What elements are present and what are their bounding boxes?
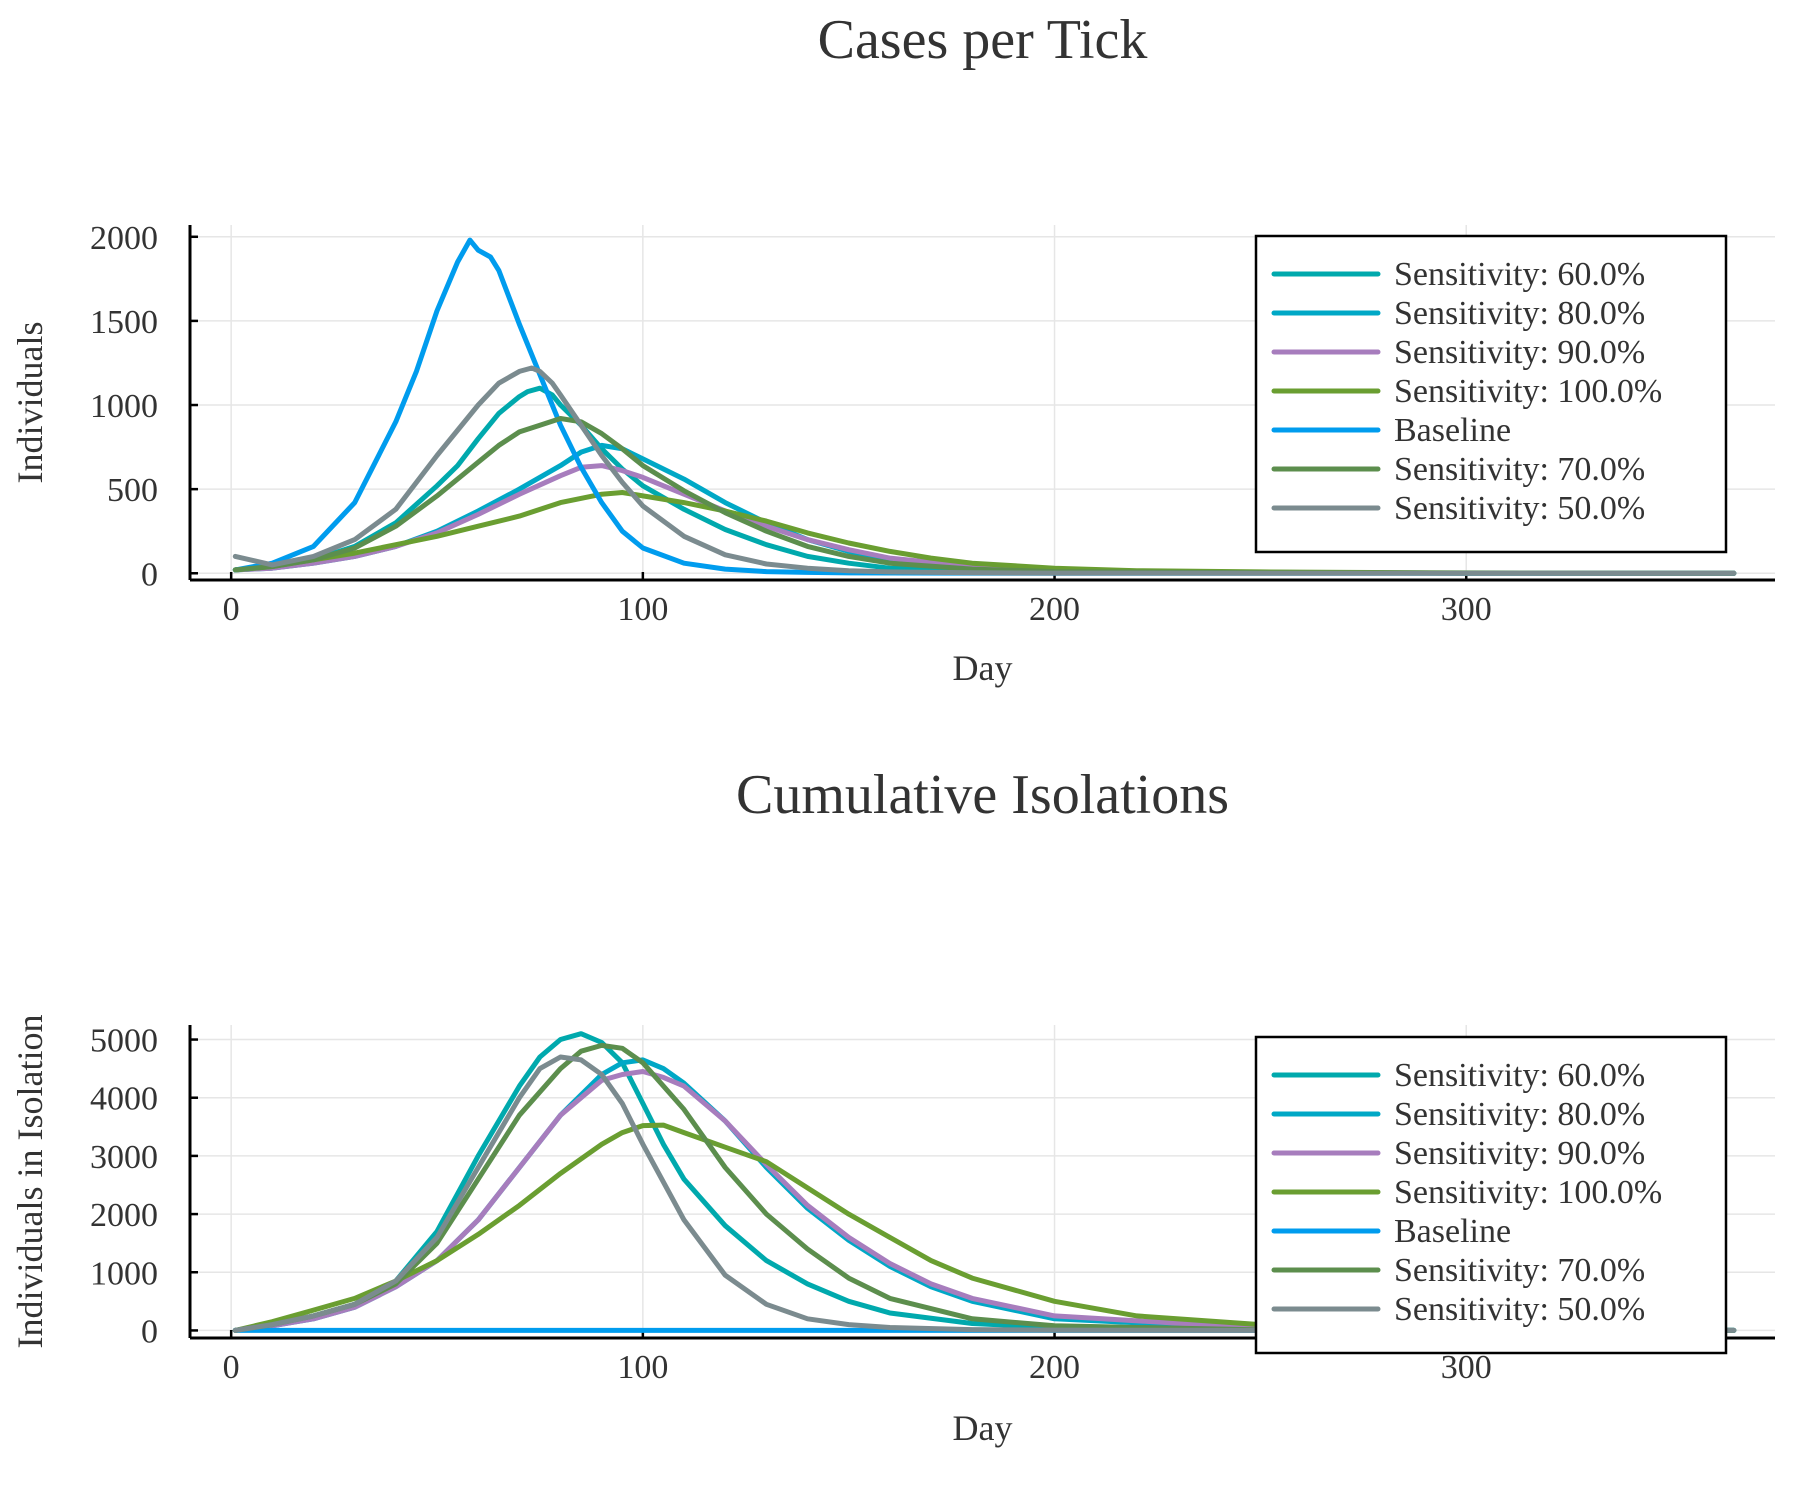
x-tick-label: 0 xyxy=(223,591,240,628)
legend-entry: Baseline xyxy=(1394,1213,1511,1250)
plot-area xyxy=(232,1031,1737,1333)
y-tick-label: 0 xyxy=(141,556,158,593)
y-axis-label: Individuals xyxy=(10,322,50,484)
legend-box xyxy=(1254,234,1728,554)
y-axis-label: Individuals in Isolation xyxy=(10,1015,50,1349)
legend-entry: Sensitivity: 50.0% xyxy=(1394,490,1645,527)
series-line-7 xyxy=(232,365,1737,576)
x-tick-label: 300 xyxy=(1441,1349,1492,1386)
series-line-4 xyxy=(232,490,1737,576)
legend: Sensitivity: 60.0%Sensitivity: 80.0%Sens… xyxy=(1254,234,1728,554)
legend: Sensitivity: 60.0%Sensitivity: 80.0%Sens… xyxy=(1254,1035,1728,1355)
chart-title: Cases per Tick xyxy=(818,9,1148,71)
x-tick-label: 100 xyxy=(617,591,668,628)
x-tick-label: 0 xyxy=(223,1349,240,1386)
y-tick-label: 2000 xyxy=(90,1197,158,1234)
x-tick-label: 300 xyxy=(1441,591,1492,628)
legend-entry: Sensitivity: 90.0% xyxy=(1394,1135,1645,1172)
legend-entry: Sensitivity: 80.0% xyxy=(1394,1096,1645,1133)
y-tick-label: 500 xyxy=(107,472,158,509)
legend-entry: Sensitivity: 70.0% xyxy=(1394,1252,1645,1289)
y-tick-label: 0 xyxy=(141,1313,158,1350)
y-tick-label: 3000 xyxy=(90,1139,158,1176)
series-line-7 xyxy=(232,1054,1737,1333)
series-line-4 xyxy=(232,1122,1737,1333)
legend-entry: Sensitivity: 60.0% xyxy=(1394,1057,1645,1094)
y-tick-label: 4000 xyxy=(90,1081,158,1118)
y-tick-label: 1000 xyxy=(90,388,158,425)
plot-area xyxy=(232,237,1737,576)
series-line-6 xyxy=(232,416,1737,576)
x-axis-label: Day xyxy=(953,648,1013,688)
legend-entry: Sensitivity: 100.0% xyxy=(1394,1174,1662,1211)
legend-box xyxy=(1254,1035,1728,1355)
legend-entry: Sensitivity: 60.0% xyxy=(1394,256,1645,293)
chart-title: Cumulative Isolations xyxy=(736,764,1229,826)
y-tick-label: 2000 xyxy=(90,220,158,257)
x-axis-label: Day xyxy=(953,1408,1013,1448)
y-tick-label: 1000 xyxy=(90,1255,158,1292)
x-tick-label: 100 xyxy=(617,1349,668,1386)
legend-entry: Sensitivity: 50.0% xyxy=(1394,1291,1645,1328)
legend-entry: Sensitivity: 70.0% xyxy=(1394,451,1645,488)
y-tick-label: 5000 xyxy=(90,1023,158,1060)
x-tick-label: 200 xyxy=(1029,1349,1080,1386)
legend-entry: Baseline xyxy=(1394,412,1511,449)
x-tick-label: 200 xyxy=(1029,591,1080,628)
series-line-3 xyxy=(232,1069,1737,1333)
chart-1: Cases per Tick 0 100 200 300 0 500 1000 1500 2000… xyxy=(10,9,1775,688)
y-tick-label: 1500 xyxy=(90,304,158,341)
legend-entry: Sensitivity: 100.0% xyxy=(1394,373,1662,410)
legend-entry: Sensitivity: 80.0% xyxy=(1394,295,1645,332)
legend-entry: Sensitivity: 90.0% xyxy=(1394,334,1645,371)
